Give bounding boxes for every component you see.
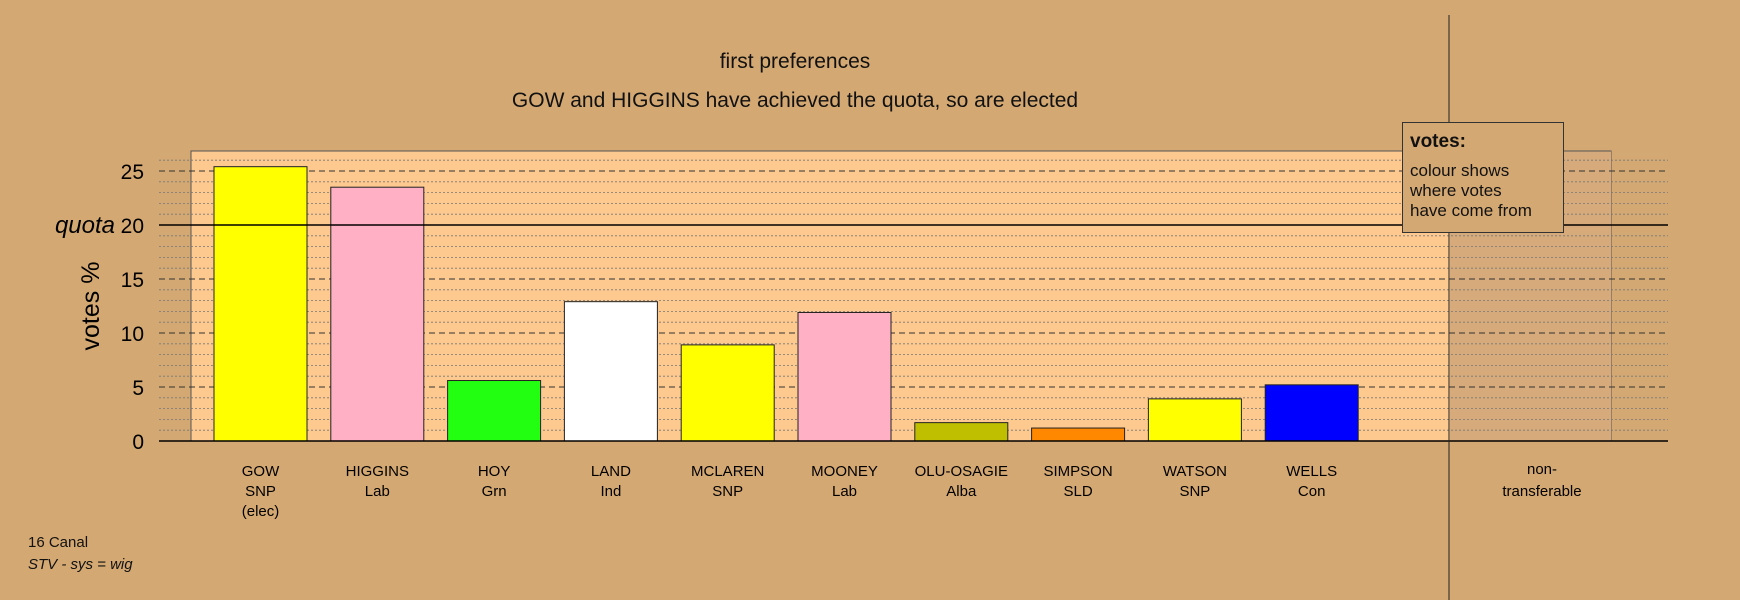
party-label: SNP: [245, 483, 276, 500]
candidate-label: WATSON: [1163, 463, 1227, 480]
candidate-label: HOY: [478, 463, 511, 480]
y-tick-label: 10: [121, 323, 144, 346]
party-label: Ind: [600, 483, 621, 500]
candidate-label: HIGGINS: [346, 463, 409, 480]
ward-name: 16 Canal: [28, 534, 89, 551]
party-label: Alba: [946, 483, 977, 500]
candidate-label: OLU-OSAGIE: [915, 463, 1008, 480]
bar-gow: [213, 166, 308, 442]
party-label: Lab: [365, 483, 390, 500]
bar-hoy: [447, 380, 542, 442]
chart-subtitle: GOW and HIGGINS have achieved the quota,…: [511, 89, 1079, 112]
legend-title: votes:: [1410, 131, 1466, 152]
nontransferable-label: transferable: [1502, 483, 1581, 500]
party-label: Grn: [482, 483, 507, 500]
voting-system: STV - sys = wig: [28, 556, 133, 573]
y-tick-label: 20: [121, 215, 144, 238]
candidate-label: MOONEY: [811, 463, 878, 480]
legend-line: colour shows: [1410, 161, 1510, 180]
legend-line: have come from: [1410, 201, 1532, 220]
y-tick-label: 25: [121, 161, 144, 184]
bar-land: [563, 301, 658, 442]
y-tick-label: 15: [121, 269, 144, 292]
candidate-label: GOW: [242, 463, 280, 480]
candidate-label: MCLAREN: [691, 463, 764, 480]
party-label: Lab: [832, 483, 857, 500]
nontransferable-label: non-: [1527, 461, 1557, 478]
legend-line: where votes: [1410, 181, 1502, 200]
party-label: Con: [1298, 483, 1326, 500]
party-label: SNP: [1179, 483, 1210, 500]
bar-simpson: [1031, 427, 1126, 442]
bar-wells: [1264, 384, 1359, 442]
legend: votes: colour shows where votes have com…: [1402, 122, 1564, 233]
elected-label: (elec): [242, 503, 280, 520]
bar-watson: [1147, 398, 1242, 442]
quota-label: quota: [55, 212, 115, 239]
y-axis-label: votes %: [77, 262, 105, 351]
y-tick-label: 0: [132, 431, 144, 454]
bar-olu-osagie: [914, 422, 1009, 442]
y-tick-label: 5: [132, 377, 144, 400]
plot-panel: [190, 150, 1612, 442]
candidate-label: WELLS: [1286, 463, 1337, 480]
chart-title: first preferences: [719, 50, 871, 73]
candidate-label: SIMPSON: [1044, 463, 1113, 480]
party-label: SNP: [712, 483, 743, 500]
bar-mclaren: [680, 344, 775, 442]
party-label: SLD: [1064, 483, 1093, 500]
candidate-label: LAND: [591, 463, 631, 480]
bar-mooney: [797, 311, 892, 442]
